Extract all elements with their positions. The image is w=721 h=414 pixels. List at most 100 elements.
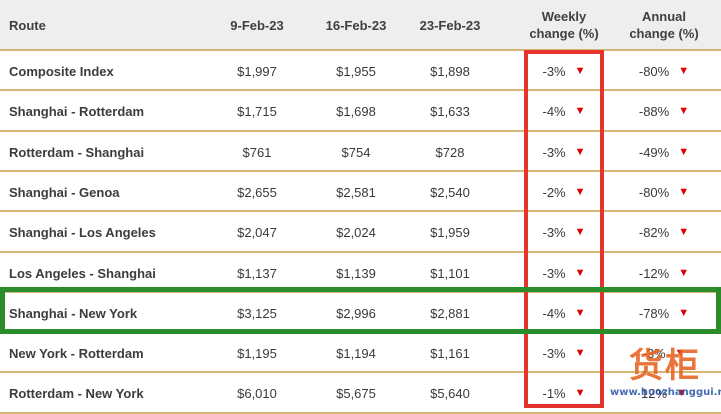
rate-cell-date-1: $6,010 bbox=[237, 385, 277, 401]
rate-cell-date-2: $1,139 bbox=[336, 265, 376, 281]
header-date-3: 23-Feb-23 bbox=[419, 17, 481, 33]
annual-change-cell: -80% ▼ bbox=[612, 51, 716, 91]
row-separator bbox=[0, 251, 721, 253]
weekly-change-value: -3% bbox=[542, 265, 566, 281]
down-triangle-icon: ▼ bbox=[678, 307, 690, 319]
rate-cell-date-3: $1,101 bbox=[430, 265, 470, 281]
route-cell: Composite Index bbox=[9, 63, 114, 79]
header-annual: Annual change (%) bbox=[612, 0, 716, 50]
row-separator bbox=[0, 291, 721, 293]
down-triangle-icon: ▼ bbox=[574, 307, 586, 319]
header-separator bbox=[0, 49, 721, 51]
down-triangle-icon: ▼ bbox=[678, 186, 690, 198]
annual-change-value: -3% bbox=[642, 345, 666, 361]
weekly-change-cell: -1% ▼ bbox=[526, 373, 602, 413]
route-cell: Shanghai - Los Angeles bbox=[9, 224, 156, 240]
rate-cell-date-3: $1,959 bbox=[430, 224, 470, 240]
rate-cell-date-2: $2,996 bbox=[336, 305, 376, 321]
weekly-change-cell: -3% ▼ bbox=[526, 132, 602, 172]
rate-cell-date-1: $2,655 bbox=[237, 184, 277, 200]
down-triangle-icon: ▼ bbox=[674, 347, 686, 359]
down-triangle-icon: ▼ bbox=[574, 347, 586, 359]
annual-change-cell: -12% ▼ bbox=[612, 253, 716, 293]
table-row: Rotterdam - New York $6,010 $5,675 $5,640 -1… bbox=[0, 373, 721, 413]
down-triangle-icon: ▼ bbox=[574, 186, 586, 198]
rate-cell-date-1: $2,047 bbox=[237, 224, 277, 240]
route-cell: Los Angeles - Shanghai bbox=[9, 265, 156, 281]
rate-cell-date-2: $1,698 bbox=[336, 103, 376, 119]
weekly-change-value: -2% bbox=[542, 184, 566, 200]
rate-cell-date-3: $1,161 bbox=[430, 345, 470, 361]
table-row: Composite Index $1,997 $1,955 $1,898 -3% ▼ -80… bbox=[0, 51, 721, 91]
rate-cell-date-2: $1,194 bbox=[336, 345, 376, 361]
row-separator bbox=[0, 412, 721, 414]
rate-cell-date-1: $1,715 bbox=[237, 103, 277, 119]
header-annual-line1: Annual bbox=[641, 9, 687, 24]
weekly-change-value: -1% bbox=[542, 385, 566, 401]
annual-change-value: -49% bbox=[638, 144, 670, 160]
annual-change-cell: -78% ▼ bbox=[612, 293, 716, 333]
annual-change-cell: -80% ▼ bbox=[612, 172, 716, 212]
down-triangle-icon: ▼ bbox=[574, 226, 586, 238]
annual-change-value: -80% bbox=[638, 184, 670, 200]
annual-change-value: -80% bbox=[638, 63, 670, 79]
annual-change-value: -12% bbox=[638, 265, 670, 281]
weekly-change-value: -3% bbox=[542, 224, 566, 240]
weekly-change-cell: -4% ▼ bbox=[526, 91, 602, 131]
down-triangle-icon: ▼ bbox=[676, 387, 687, 399]
table-row: Shanghai - Genoa $2,655 $2,581 $2,540 -2% ▼ -8… bbox=[0, 172, 721, 212]
rate-cell-date-3: $1,633 bbox=[430, 103, 470, 119]
table-header: Route 9-Feb-23 16-Feb-23 23-Feb-23 Weekl… bbox=[0, 0, 721, 50]
weekly-change-value: -3% bbox=[542, 345, 566, 361]
route-cell: Rotterdam - New York bbox=[9, 385, 144, 401]
row-separator bbox=[0, 371, 721, 373]
header-route: Route bbox=[9, 17, 46, 33]
rate-cell-date-2: $2,024 bbox=[336, 224, 376, 240]
header-date-2: 16-Feb-23 bbox=[325, 17, 387, 33]
weekly-change-cell: -2% ▼ bbox=[526, 172, 602, 212]
route-cell: Shanghai - Rotterdam bbox=[9, 103, 145, 119]
down-triangle-icon: ▼ bbox=[574, 387, 586, 399]
rate-cell-date-2: $754 bbox=[341, 144, 371, 160]
header-annual-line2: change (%) bbox=[629, 26, 699, 41]
table-row: Rotterdam - Shanghai $761 $754 $728 -3% ▼ -49%… bbox=[0, 132, 721, 172]
table-row: Shanghai - New York $3,125 $2,996 $2,881 -4%… bbox=[0, 293, 721, 333]
rate-cell-date-1: $1,137 bbox=[237, 265, 277, 281]
annual-change-cell: -3% ▼ bbox=[612, 333, 716, 373]
rate-cell-date-1: $3,125 bbox=[237, 305, 277, 321]
rate-cell-date-1: $1,195 bbox=[237, 345, 277, 361]
row-separator bbox=[0, 130, 721, 132]
down-triangle-icon: ▼ bbox=[678, 267, 690, 279]
table-row: New York - Rotterdam $1,195 $1,194 $1,161 -3… bbox=[0, 333, 721, 373]
route-cell: Rotterdam - Shanghai bbox=[9, 144, 145, 160]
row-separator bbox=[0, 89, 721, 91]
weekly-change-value: -3% bbox=[542, 63, 566, 79]
table-row: Los Angeles - Shanghai $1,137 $1,139 $1,101… bbox=[0, 253, 721, 293]
weekly-change-value: -4% bbox=[542, 305, 566, 321]
rate-cell-date-3: $2,881 bbox=[430, 305, 470, 321]
header-date-1: 9-Feb-23 bbox=[230, 17, 284, 33]
rate-cell-date-3: $1,898 bbox=[430, 63, 470, 79]
weekly-change-value: -4% bbox=[542, 103, 566, 119]
rate-cell-date-2: $2,581 bbox=[336, 184, 376, 200]
down-triangle-icon: ▼ bbox=[678, 65, 690, 77]
down-triangle-icon: ▼ bbox=[574, 65, 586, 77]
annual-change-cell: -88% ▼ bbox=[612, 91, 716, 131]
annual-change-value: -88% bbox=[638, 103, 670, 119]
down-triangle-icon: ▼ bbox=[574, 105, 586, 117]
rate-cell-date-3: $728 bbox=[435, 144, 465, 160]
annual-change-value: -78% bbox=[638, 305, 670, 321]
route-cell: New York - Rotterdam bbox=[9, 345, 144, 361]
weekly-change-cell: -3% ▼ bbox=[526, 51, 602, 91]
annual-change-value: 12% bbox=[641, 385, 668, 401]
rate-cell-date-3: $2,540 bbox=[430, 184, 470, 200]
down-triangle-icon: ▼ bbox=[678, 226, 690, 238]
route-cell: Shanghai - New York bbox=[9, 305, 138, 321]
annual-change-cell: 12% ▼ bbox=[612, 373, 716, 413]
header-weekly-line2: change (%) bbox=[529, 26, 599, 41]
annual-change-value: -82% bbox=[638, 224, 670, 240]
annual-change-cell: -82% ▼ bbox=[612, 212, 716, 252]
weekly-change-cell: -3% ▼ bbox=[526, 212, 602, 252]
down-triangle-icon: ▼ bbox=[678, 105, 690, 117]
